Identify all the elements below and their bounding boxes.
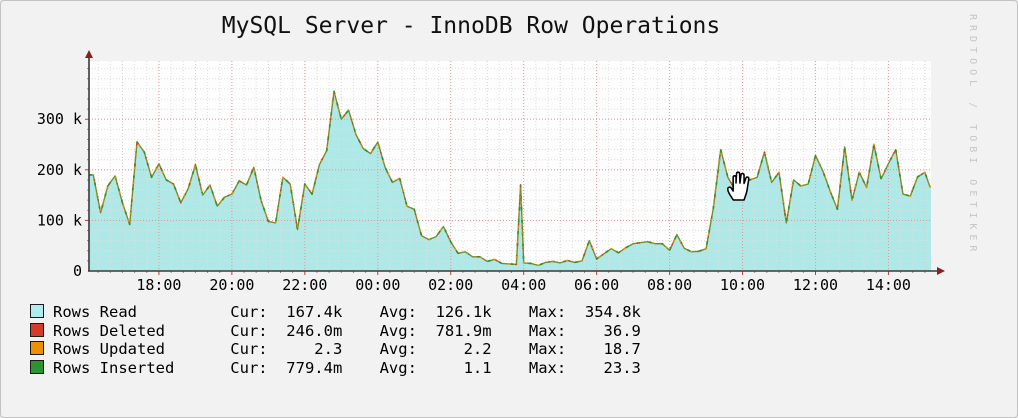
- legend-row-rows-updated: Rows Updated Cur: 2.3 Avg: 2.2 Max: 18.7: [30, 340, 641, 359]
- legend-swatch: [30, 304, 44, 318]
- max-value: 36.9: [603, 321, 641, 340]
- svg-text:100 k: 100 k: [37, 211, 82, 229]
- avg-value: 781.9m: [435, 321, 492, 340]
- cur-value: 2.3: [314, 340, 343, 358]
- avg-label: Avg:: [379, 303, 427, 321]
- svg-text:18:00: 18:00: [136, 276, 181, 294]
- svg-text:00:00: 00:00: [355, 276, 400, 294]
- legend-swatch: [30, 322, 44, 337]
- legend-row-rows-inserted: Rows Inserted Cur: 779.4m Avg: 1.1 Max: 23.…: [30, 359, 641, 378]
- avg-value: 1.1: [463, 358, 492, 377]
- cur-value: 779.4m: [286, 358, 343, 377]
- cur-label: Cur:: [230, 321, 277, 340]
- svg-text:06:00: 06:00: [574, 276, 619, 294]
- svg-text:200 k: 200 k: [37, 161, 82, 179]
- svg-text:0: 0: [73, 262, 82, 280]
- max-label: Max:: [528, 303, 576, 321]
- avg-value: 2.2: [463, 340, 492, 358]
- chart-legend: Rows Read Cur: 167.4k Avg: 126.1k Max: 354.…: [30, 303, 641, 377]
- legend-series-label: Rows Deleted: [53, 321, 165, 340]
- avg-value: 126.1k: [435, 303, 492, 321]
- max-value: 18.7: [603, 340, 641, 358]
- legend-swatch: [30, 359, 44, 374]
- svg-text:10:00: 10:00: [720, 276, 765, 294]
- svg-text:14:00: 14:00: [866, 276, 911, 294]
- avg-label: Avg:: [379, 358, 427, 377]
- svg-text:02:00: 02:00: [428, 276, 473, 294]
- svg-text:20:00: 20:00: [209, 276, 254, 294]
- grab-hand-cursor-icon: [726, 171, 750, 201]
- svg-text:300 k: 300 k: [37, 110, 82, 128]
- rrdtool-watermark: RRDTOOL / TOBI OETIKER: [967, 14, 978, 257]
- legend-row-rows-deleted: Rows Deleted Cur: 246.0m Avg: 781.9m Max: 3…: [30, 322, 641, 341]
- svg-text:04:00: 04:00: [501, 276, 546, 294]
- cur-label: Cur:: [230, 303, 277, 321]
- legend-series-label: Rows Updated: [53, 340, 165, 358]
- cur-label: Cur:: [230, 358, 277, 377]
- cur-label: Cur:: [230, 340, 277, 358]
- legend-series-label: Rows Inserted: [53, 358, 175, 377]
- svg-text:22:00: 22:00: [282, 276, 327, 294]
- legend-row-rows-read: Rows Read Cur: 167.4k Avg: 126.1k Max: 354.…: [30, 303, 641, 322]
- avg-label: Avg:: [379, 321, 427, 340]
- max-label: Max:: [528, 321, 576, 340]
- max-value: 23.3: [603, 358, 641, 377]
- svg-text:08:00: 08:00: [647, 276, 692, 294]
- legend-swatch: [30, 341, 44, 355]
- max-label: Max:: [528, 358, 576, 377]
- legend-series-label: Rows Read: [53, 303, 137, 321]
- page-title: MySQL Server - InnoDB Row Operations: [221, 13, 721, 39]
- cur-value: 167.4k: [286, 303, 343, 321]
- svg-text:12:00: 12:00: [793, 276, 838, 294]
- max-value: 354.8k: [584, 303, 641, 321]
- cur-value: 246.0m: [286, 321, 343, 340]
- avg-label: Avg:: [379, 340, 427, 358]
- max-label: Max:: [528, 340, 576, 358]
